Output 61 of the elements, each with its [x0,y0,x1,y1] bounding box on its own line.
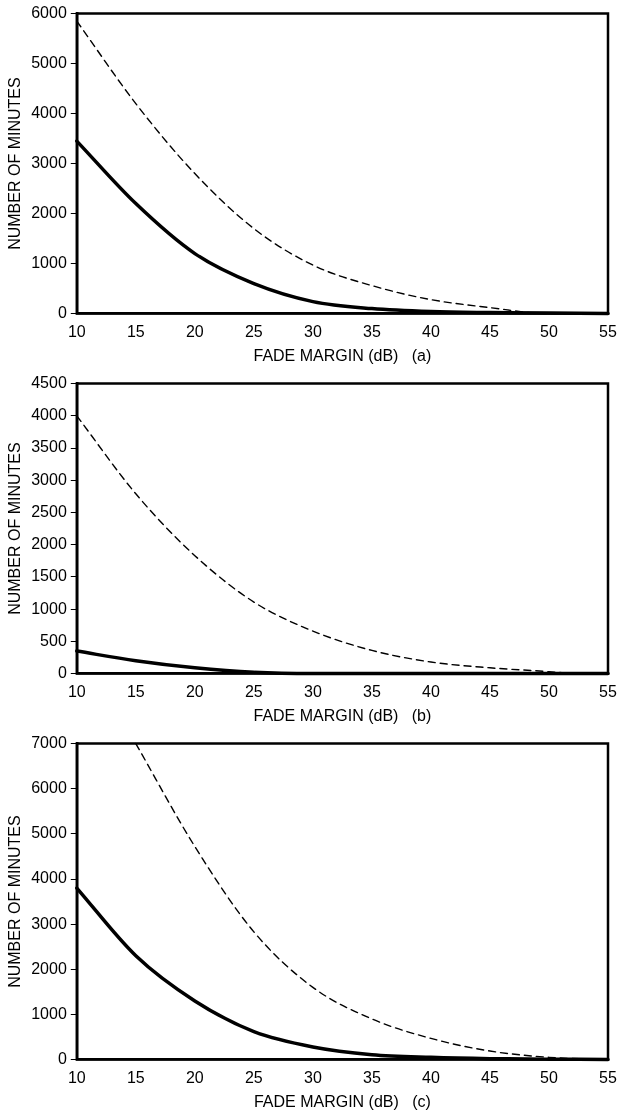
y-tick-label: 2000 [31,535,67,553]
y-tick-label: 4000 [31,406,67,424]
x-axis-title: FADE MARGIN (dB) (a) [253,346,432,364]
y-tick-label: 5000 [31,54,67,72]
x-axis-title: FADE MARGIN (dB) (b) [253,706,432,724]
y-tick-label: 6000 [31,4,67,22]
x-tick-label: 20 [185,1068,204,1086]
x-tick-label: 40 [422,1068,440,1086]
y-axis-title: NUMBER OF MINUTES [6,815,24,988]
y-tick-label: 3500 [31,438,67,456]
x-tick-label: 55 [599,682,617,700]
x-tick-label: 25 [244,682,263,700]
y-tick-label: 5000 [31,824,67,842]
y-tick-label: 1000 [31,1004,67,1022]
x-tick-label: 35 [363,682,381,700]
y-tick-label: 500 [40,631,67,649]
x-tick-label: 15 [126,322,145,340]
x-tick-label: 40 [422,682,440,700]
x-tick-label: 45 [481,682,499,700]
x-axis-title: FADE MARGIN (dB) (c) [253,1092,431,1110]
x-tick-label: 55 [599,322,617,340]
x-tick-label: 45 [481,1068,499,1086]
x-tick-label: 30 [303,682,322,700]
y-tick-label: 4500 [31,374,67,392]
y-tick-label: 1000 [31,599,67,617]
y-tick-label: 4000 [31,869,67,887]
y-tick-label: 1500 [31,567,67,585]
x-tick-label: 10 [67,682,86,700]
y-tick-label: 2500 [31,502,67,520]
x-tick-label: 50 [540,682,558,700]
x-tick-label: 10 [67,1068,86,1086]
x-tick-label: 20 [185,682,204,700]
y-tick-label: 0 [57,304,67,322]
y-tick-label: 3000 [31,470,67,488]
y-tick-label: 3000 [31,914,67,932]
x-tick-label: 10 [67,322,86,340]
x-tick-label: 15 [126,1068,145,1086]
x-tick-label: 30 [303,322,322,340]
x-tick-label: 45 [481,322,499,340]
x-tick-label: 30 [303,1068,322,1086]
x-tick-label: 50 [540,1068,558,1086]
y-tick-label: 2000 [31,204,67,222]
y-axis-title: NUMBER OF MINUTES [6,442,24,615]
x-tick-label: 15 [126,682,145,700]
y-tick-label: 4000 [31,104,67,122]
x-tick-label: 50 [540,322,558,340]
y-tick-label: 1000 [31,254,67,272]
x-tick-label: 40 [422,322,440,340]
x-tick-label: 55 [599,1068,617,1086]
y-tick-label: 2000 [31,959,67,977]
y-tick-label: 0 [57,1050,67,1068]
y-tick-label: 6000 [31,779,67,797]
x-tick-label: 25 [244,322,263,340]
y-axis-title: NUMBER OF MINUTES [6,77,24,250]
x-tick-label: 35 [363,322,381,340]
y-tick-label: 0 [57,664,67,682]
x-tick-label: 35 [363,1068,381,1086]
x-tick-label: 25 [244,1068,263,1086]
x-tick-label: 20 [185,322,204,340]
y-tick-label: 3000 [31,154,67,172]
y-tick-label: 7000 [31,734,67,752]
